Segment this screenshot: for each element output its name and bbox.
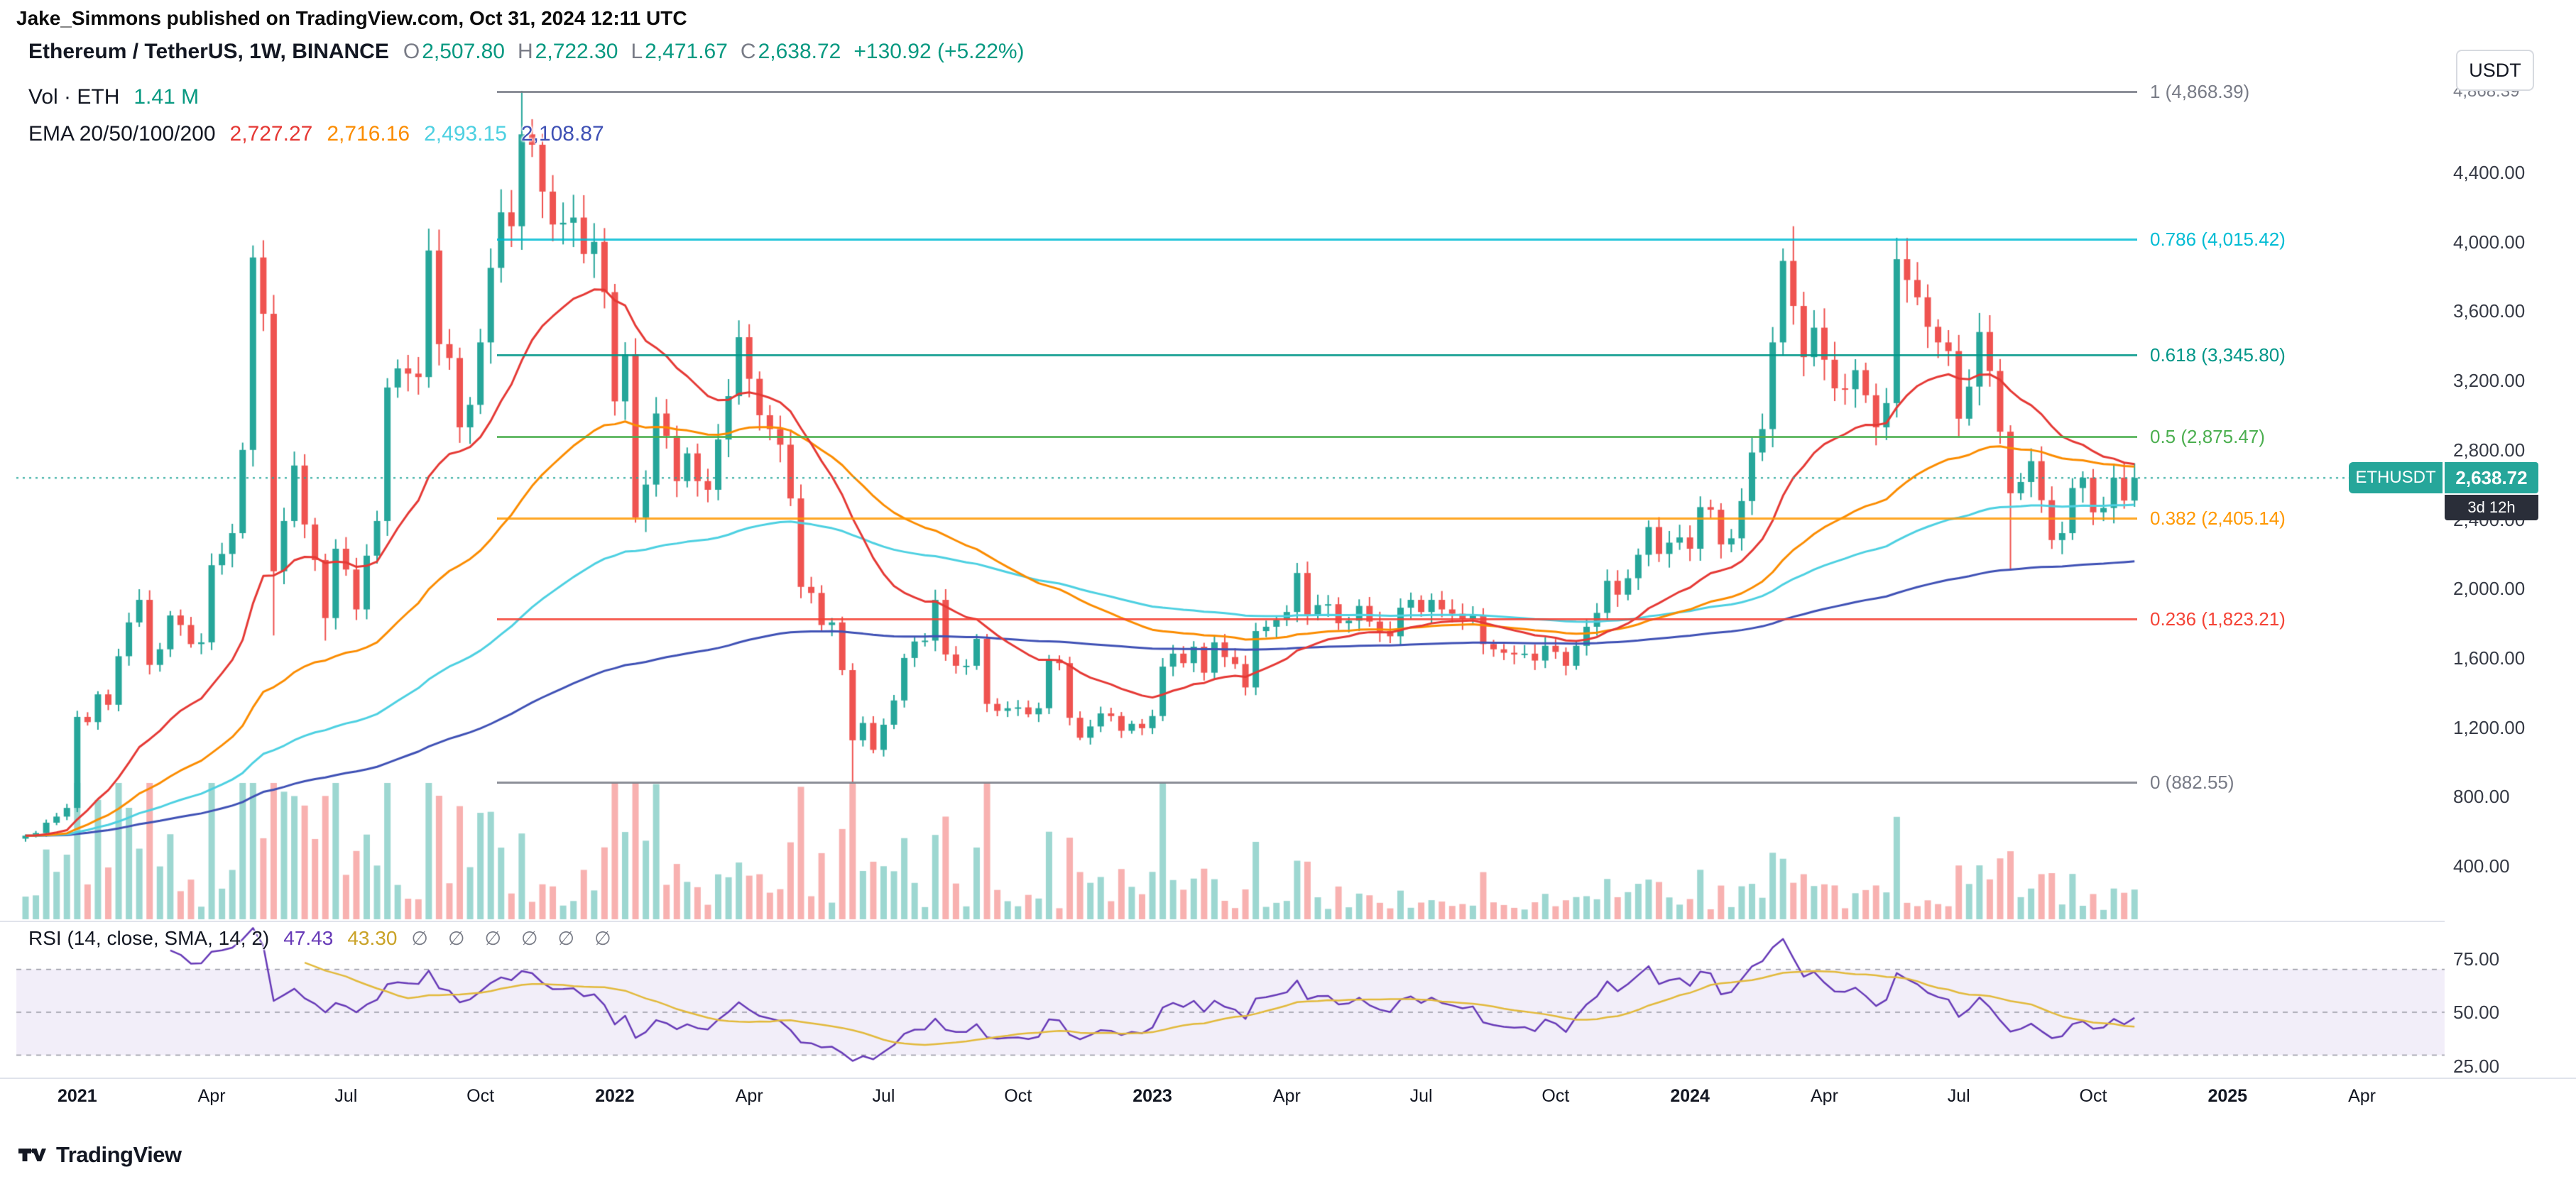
fib-label: 0.618 (3,345.80) — [2150, 344, 2286, 366]
empty-value-icon: ∅ — [557, 927, 575, 949]
symbol-legend: Ethereum / TetherUS, 1W, BINANCE O 2,507.… — [28, 40, 1025, 64]
low-value: 2,471.67 — [645, 40, 728, 63]
footer-brand-text[interactable]: TradingView — [56, 1142, 182, 1167]
fib-line — [497, 354, 2137, 357]
ema-value: 2,727.27 — [229, 122, 313, 146]
last-price-tag: 2,638.72 — [2445, 462, 2538, 494]
time-axis-label: Apr — [2348, 1086, 2376, 1106]
price-axis-label: 800.00 — [2453, 786, 2510, 808]
ema-value: 2,716.16 — [327, 122, 410, 146]
empty-value-icon: ∅ — [594, 927, 611, 949]
price-axis-label: 2,000.00 — [2453, 578, 2526, 600]
ema-label[interactable]: EMA 20/50/100/200 — [28, 122, 216, 146]
price-axis-label: 1,600.00 — [2453, 647, 2526, 669]
tradingview-logo-icon[interactable] — [16, 1140, 46, 1170]
time-axis-label: Jul — [1409, 1086, 1433, 1106]
time-axis[interactable]: 2021 Apr Jul Oct 2022 Apr Jul Oct 2023 Apr Jul Oct 2… — [0, 1078, 2576, 1113]
rsi-empty-values: ∅ ∅ ∅ ∅ ∅ ∅ — [411, 928, 611, 950]
ema-values: 2,727.27 2,716.16 2,493.15 2,108.87 — [230, 122, 604, 146]
time-axis-label: Jul — [872, 1086, 895, 1106]
symbol-title[interactable]: Ethereum / TetherUS, 1W, BINANCE — [28, 40, 389, 63]
empty-value-icon: ∅ — [484, 927, 501, 949]
time-axis-label: Oct — [1004, 1086, 1032, 1106]
time-axis-label: Oct — [2079, 1086, 2107, 1106]
price-axis-label: 3,600.00 — [2453, 300, 2526, 322]
volume-value: 1.41 M — [133, 85, 200, 109]
price-axis-label: 2,800.00 — [2453, 439, 2526, 461]
fib-label: 0 (882.55) — [2150, 772, 2234, 794]
fib-line — [497, 436, 2137, 439]
pane-separator[interactable] — [0, 921, 2576, 922]
price-axis[interactable]: 4,400.00 4,000.00 3,600.00 3,200.00 2,800.00… — [2445, 46, 2576, 1078]
change-value: +130.92 (+5.22%) — [853, 40, 1025, 63]
rsi-signal-value: 43.30 — [347, 927, 398, 949]
fib-label: 1 (4,868.39) — [2150, 80, 2250, 102]
close-value: 2,638.72 — [758, 40, 841, 63]
close-label: C — [740, 40, 756, 63]
time-axis-label: 2024 — [1670, 1086, 1710, 1106]
time-axis-label: 2021 — [57, 1086, 97, 1106]
ohlc-values: O 2,507.80 H 2,722.30 L 2,471.67 C 2,638.72 … — [403, 40, 1025, 64]
ema-value: 2,493.15 — [424, 122, 507, 146]
rsi-label[interactable]: RSI (14, close, SMA, 14, 2) — [28, 927, 270, 949]
currency-toggle-button[interactable]: USDT — [2456, 50, 2534, 91]
open-label: O — [403, 40, 420, 63]
last-price-symbol-badge: ETHUSDT — [2349, 462, 2443, 494]
high-label: H — [518, 40, 533, 63]
ema-legend: EMA 20/50/100/200 2,727.27 2,716.16 2,493.… — [28, 122, 604, 146]
fib-line — [497, 238, 2137, 241]
empty-value-icon: ∅ — [521, 927, 538, 949]
fib-line — [497, 782, 2137, 784]
open-value: 2,507.80 — [422, 40, 505, 63]
rsi-axis-label: 75.00 — [2453, 948, 2500, 970]
publication-link[interactable]: Jake_Simmons published on TradingView.co… — [16, 7, 687, 29]
time-axis-label: Oct — [466, 1086, 495, 1106]
time-axis-label: Oct — [1541, 1086, 1570, 1106]
time-axis-label: Apr — [1810, 1086, 1838, 1106]
price-axis-label: 3,200.00 — [2453, 370, 2526, 392]
publication-header: Jake_Simmons published on TradingView.co… — [16, 7, 687, 30]
time-axis-label: Jul — [1947, 1086, 1970, 1106]
volume-legend: Vol · ETH 1.41 M — [28, 85, 199, 109]
rsi-axis-label: 25.00 — [2453, 1055, 2500, 1077]
rsi-legend: RSI (14, close, SMA, 14, 2) 47.43 43.30 … — [28, 927, 611, 950]
fib-label: 0.786 (4,015.42) — [2150, 228, 2286, 250]
price-axis-label: 4,400.00 — [2453, 162, 2526, 183]
fib-line — [497, 90, 2137, 93]
fib-label: 0.382 (2,405.14) — [2150, 508, 2286, 530]
time-axis-label: Jul — [334, 1086, 358, 1106]
rsi-value: 47.43 — [283, 927, 334, 949]
time-axis-label: Apr — [1272, 1086, 1301, 1106]
footer: TradingView — [16, 1140, 182, 1170]
fib-line — [497, 618, 2137, 621]
empty-value-icon: ∅ — [411, 927, 428, 949]
fib-line — [497, 517, 2137, 520]
rsi-axis-label: 50.00 — [2453, 1002, 2500, 1023]
empty-value-icon: ∅ — [447, 927, 465, 949]
volume-label[interactable]: Vol · ETH — [28, 85, 120, 109]
time-axis-label: 2025 — [2207, 1086, 2248, 1106]
fib-label: 0.236 (1,823.21) — [2150, 608, 2286, 630]
low-label: L — [631, 40, 643, 63]
time-axis-label: 2023 — [1133, 1086, 1172, 1106]
ema-value: 2,108.87 — [520, 122, 604, 146]
fib-label: 0.5 (2,875.47) — [2150, 426, 2265, 448]
price-axis-label: 4,000.00 — [2453, 231, 2526, 253]
time-axis-label: 2022 — [595, 1086, 635, 1106]
time-axis-label: Apr — [735, 1086, 763, 1106]
price-axis-label: 1,200.00 — [2453, 716, 2526, 738]
high-value: 2,722.30 — [535, 40, 618, 63]
time-axis-label: Apr — [197, 1086, 226, 1106]
bar-countdown: 3d 12h — [2445, 495, 2538, 521]
price-axis-label: 400.00 — [2453, 855, 2510, 877]
